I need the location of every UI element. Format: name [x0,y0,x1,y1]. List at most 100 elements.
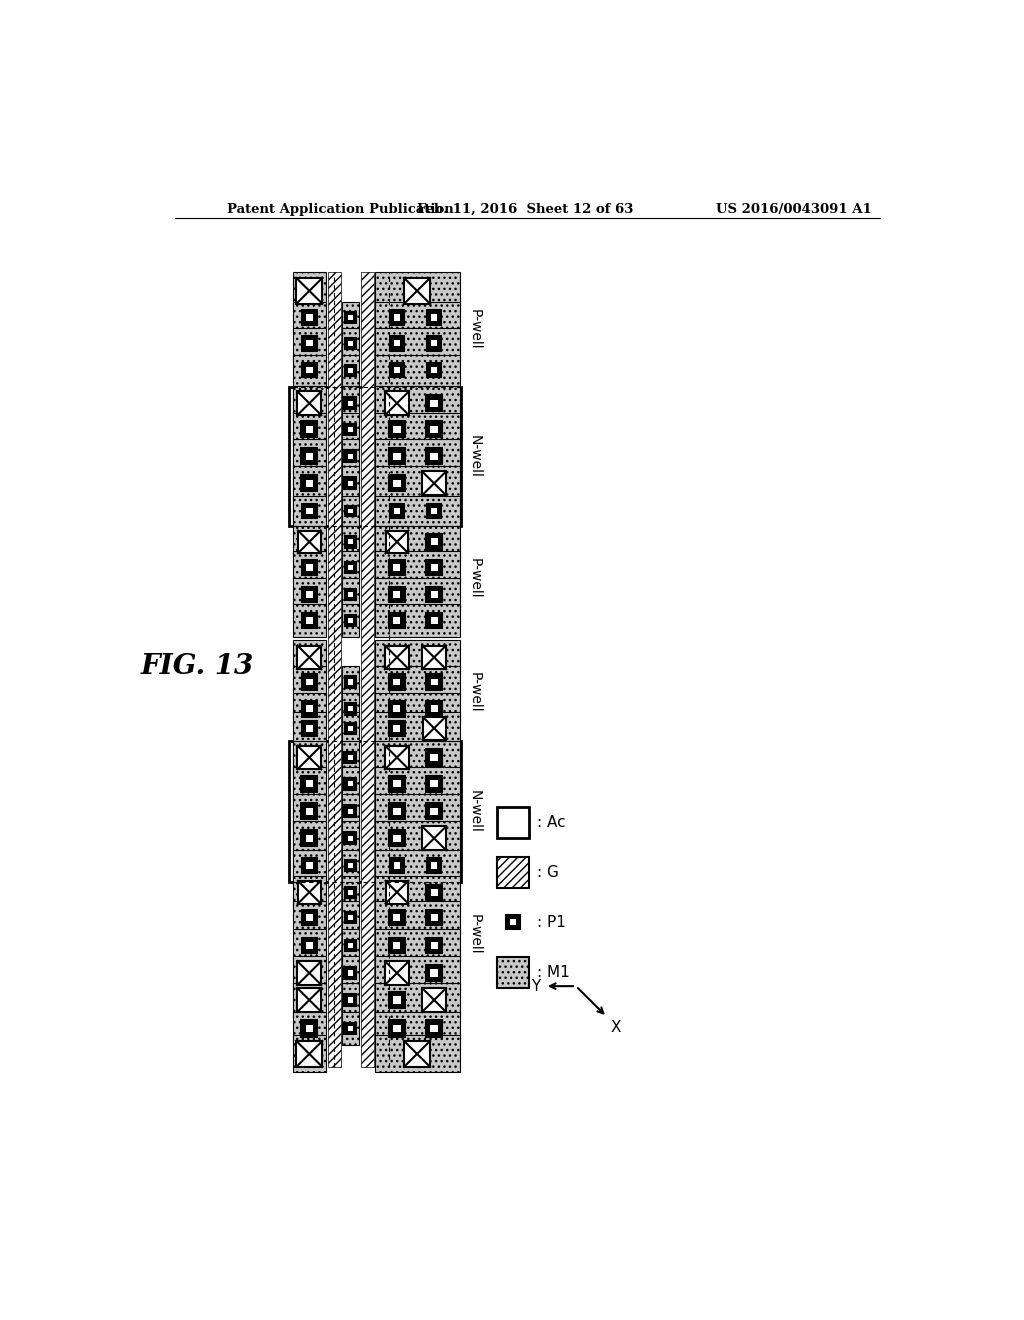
Bar [293,821,326,855]
Bar [426,560,441,576]
Bar [344,994,356,1006]
Bar [375,302,460,333]
Bar [426,395,442,412]
Bar [385,961,409,985]
Bar [302,909,317,925]
Bar [431,591,437,598]
Bar [344,478,356,490]
Bar [389,421,406,437]
Bar [293,850,326,880]
Bar [293,327,326,359]
Bar [345,589,356,599]
Bar [293,1035,326,1072]
Bar [393,705,400,713]
Bar [427,363,441,378]
Bar [293,302,326,333]
Bar [342,302,359,333]
Text: N-well: N-well [467,436,481,478]
Bar [342,413,359,446]
Bar [306,1024,313,1032]
Bar [302,560,317,576]
Bar [360,272,375,1067]
Bar [393,367,400,374]
Bar [342,440,359,474]
Bar [293,552,326,583]
Bar [389,335,404,351]
Bar [348,781,353,787]
Bar [393,453,400,459]
Bar [297,645,322,669]
Bar [389,560,404,576]
Bar [297,392,322,414]
Bar [375,605,460,636]
Bar [423,717,445,739]
Bar [344,751,356,763]
Bar [393,997,400,1003]
Bar [389,1020,406,1036]
Bar [427,335,441,351]
Bar [344,805,356,817]
Bar [389,909,404,925]
Bar [389,475,406,491]
Bar [345,704,356,714]
Bar [342,741,359,775]
Bar [389,612,404,628]
Bar [306,453,313,459]
Bar [293,387,326,420]
Bar [393,834,400,842]
Text: : M1: : M1 [538,965,570,979]
Bar [431,564,437,570]
Text: X: X [610,1020,621,1035]
Bar [393,314,400,321]
Bar [431,341,437,346]
Bar [385,645,409,669]
Bar [348,368,353,372]
Bar [375,496,460,527]
Bar [393,479,400,487]
Bar [348,809,353,814]
Bar [389,721,404,735]
Bar [431,705,437,713]
Bar [342,902,359,933]
Bar [302,612,317,628]
Bar [293,929,326,961]
Bar [306,564,312,570]
Bar [302,675,317,689]
Bar [426,449,442,465]
Bar [344,833,356,845]
Bar [342,665,359,698]
Bar [342,496,359,527]
Bar [293,693,326,725]
Bar [393,341,400,346]
Bar [306,725,312,731]
Bar [497,857,529,887]
Bar [348,726,353,731]
Bar [342,578,359,610]
Bar [342,876,359,908]
Bar [375,665,460,698]
Bar [430,780,438,787]
Bar [375,795,460,829]
Bar [430,400,438,407]
Bar [302,504,316,519]
Bar [306,479,313,487]
Bar [375,466,460,500]
Bar [385,746,409,770]
Bar [393,591,400,598]
Bar [293,496,326,527]
Bar [342,693,359,725]
Bar [293,711,326,744]
Bar [293,440,326,474]
Bar [298,880,321,903]
Bar [348,998,353,1003]
Bar [296,1041,323,1067]
Bar [348,508,353,513]
Bar [293,741,326,775]
Bar [297,989,322,1012]
Bar [375,1011,460,1045]
Bar [385,880,409,903]
Bar [430,426,438,433]
Bar [393,426,400,433]
Bar [430,453,438,459]
Bar [302,310,316,325]
